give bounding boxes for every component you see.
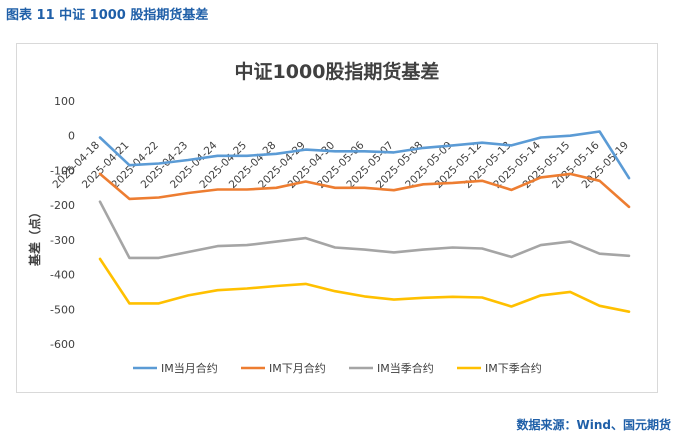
y-tick-label: -200 [50, 199, 75, 212]
y-axis-label: 基差（点） [27, 206, 42, 267]
y-tick-label: -600 [50, 338, 75, 351]
series-line-3 [98, 200, 631, 260]
figure-caption: 图表 11 中证 1000 股指期货基差 [6, 8, 209, 23]
chart-title: 中证1000股指期货基差 [235, 60, 440, 83]
y-tick-label: -400 [50, 269, 75, 282]
basis-line-chart: 中证1000股指期货基差 100 0 -100 -200 -300 -400 -500 -60… [27, 60, 631, 375]
source-note: 数据来源：Wind、国元期货 [516, 418, 671, 432]
chart-frame: 中证1000股指期货基差 100 0 -100 -200 -300 -400 -500 -60… [16, 43, 658, 393]
series-line-4 [98, 257, 631, 314]
y-tick-label: -100 [50, 164, 75, 177]
series-line-2 [98, 172, 631, 209]
legend-label: IM下季合约 [485, 361, 542, 375]
y-tick-label: 0 [68, 130, 75, 143]
y-tick-label: -300 [50, 234, 75, 247]
legend-label: IM当月合约 [161, 361, 218, 375]
y-tick-label: 100 [54, 95, 75, 108]
y-tick-label: -500 [50, 303, 75, 316]
series-line-1 [98, 130, 631, 180]
legend-label: IM当季合约 [377, 361, 434, 375]
legend-label: IM下月合约 [269, 361, 326, 375]
